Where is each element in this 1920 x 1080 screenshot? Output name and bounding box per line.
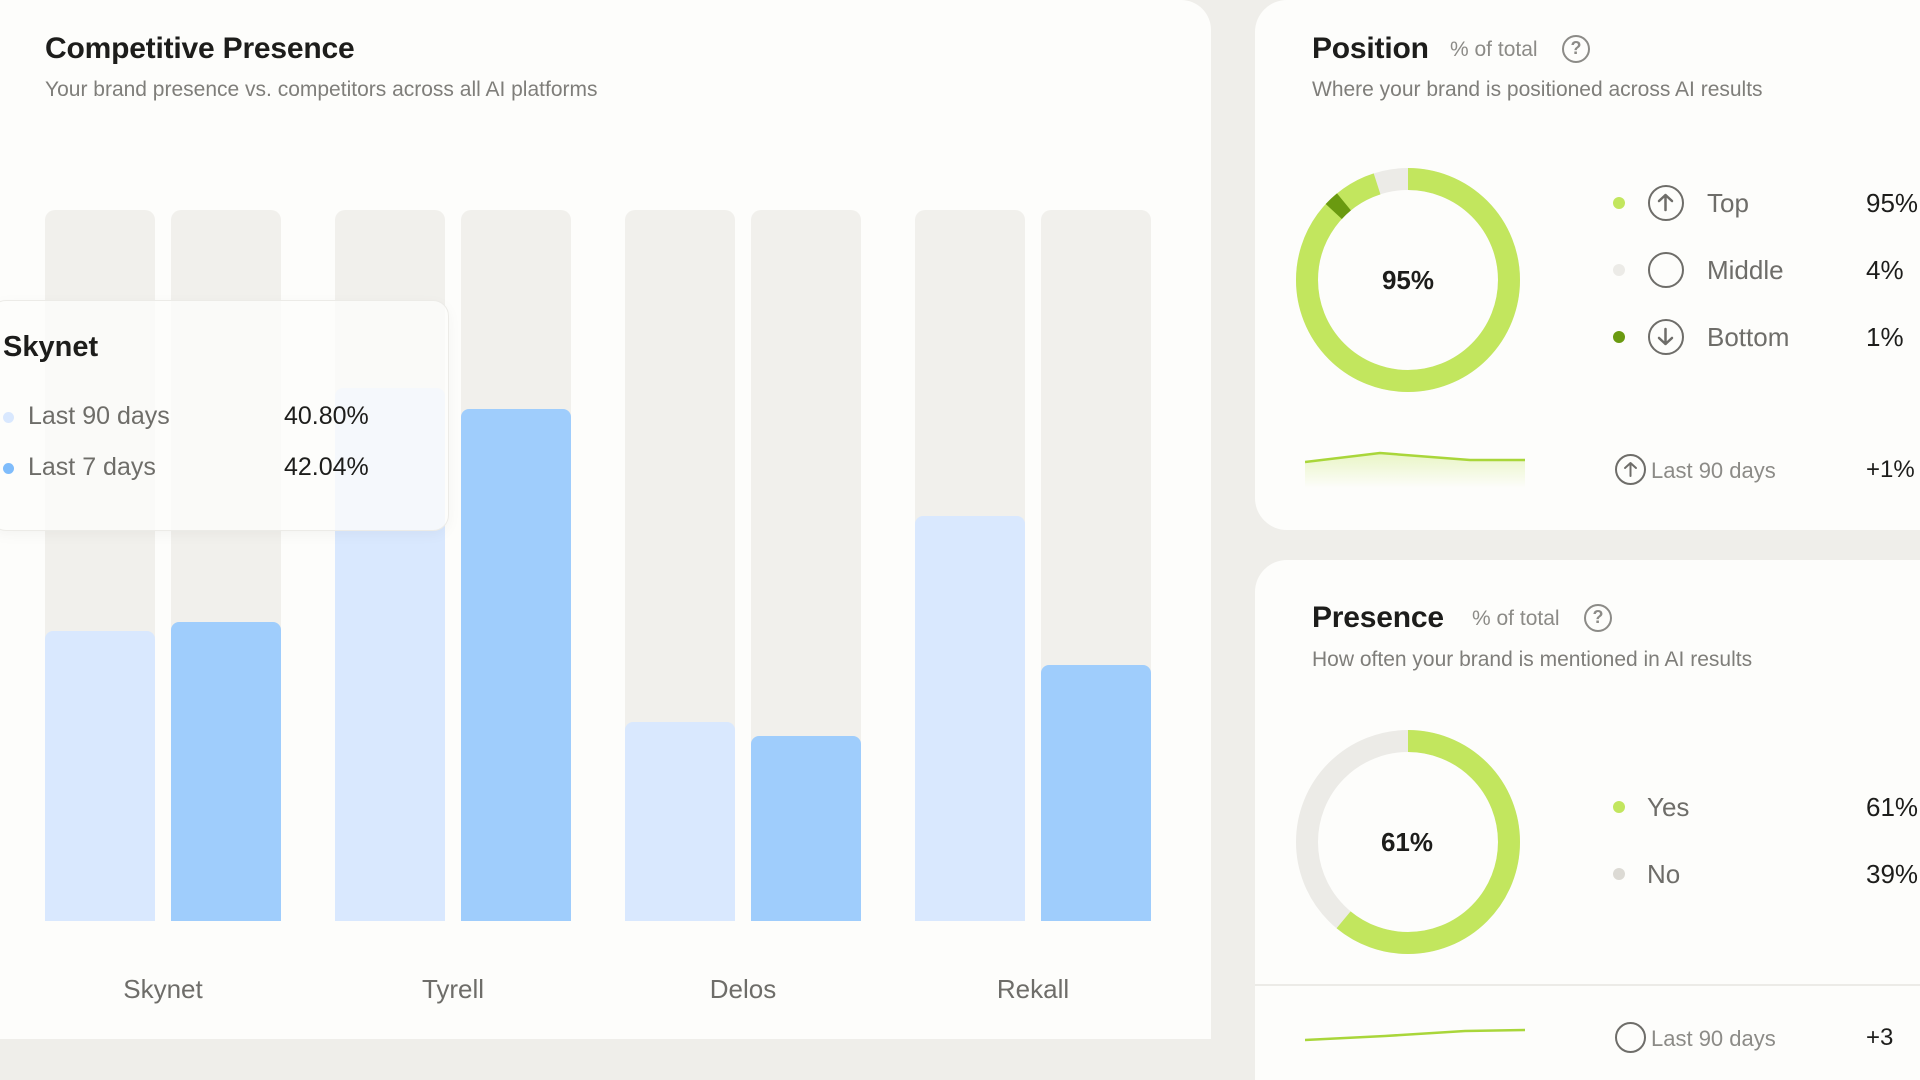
legend-dot-90-days: [3, 411, 14, 423]
presence-trend-value: +3: [1866, 1024, 1894, 1051]
legend-label-bottom: Bottom: [1707, 322, 1790, 352]
legend-label-no: No: [1647, 859, 1681, 889]
legend-dot-no: [1613, 868, 1625, 880]
tooltip-title: Skynet: [3, 331, 99, 363]
bar-skynet-90-days[interactable]: [45, 630, 155, 921]
presence-sparkline: [1305, 1028, 1526, 1042]
legend-dot-top: [1613, 197, 1625, 209]
donut-segment-yes: [1296, 730, 1520, 954]
x-label-tyrell: Tyrell: [421, 974, 485, 1004]
presence-donut-chart: [1296, 730, 1520, 954]
position-subtitle: Where your brand is positioned across AI…: [1312, 78, 1763, 101]
arrow-up-circle-icon: [1615, 454, 1646, 485]
bar-track-rekall-7-days[interactable]: [1041, 210, 1151, 921]
legend-value-bottom: 1%: [1866, 322, 1904, 352]
position-card: Position % of total ? Where your brand i…: [1255, 0, 1920, 530]
position-sparkline: [1305, 451, 1525, 488]
chart-tooltip: Skynet Last 90 days 40.80% Last 7 days 4…: [0, 300, 449, 531]
position-donut-chart: [1296, 168, 1520, 392]
bar-track-tyrell-7-days[interactable]: [461, 210, 571, 921]
tooltip-value-90-days: 40.80%: [284, 402, 369, 430]
legend-value-yes: 61%: [1866, 792, 1919, 822]
x-label-skynet: Skynet: [123, 974, 203, 1004]
legend-label-middle: Middle: [1707, 255, 1784, 285]
legend-value-top: 95%: [1866, 188, 1919, 218]
donut-segment-top: [1296, 168, 1520, 392]
competitive-presence-subtitle: Your brand presence vs. competitors acro…: [45, 78, 598, 101]
legend-value-middle: 4%: [1866, 255, 1904, 285]
x-label-rekall: Rekall: [996, 974, 1070, 1004]
legend-dot-yes: [1613, 801, 1625, 813]
competitive-presence-card: Competitive Presence Your brand presence…: [0, 0, 1211, 1039]
presence-card: Presence % of total ? How often your bra…: [1255, 560, 1920, 1080]
tooltip-row-90-days: Last 90 days: [3, 402, 170, 431]
bar-track-rekall-90-days[interactable]: [915, 210, 1025, 921]
presence-title: Presence: [1312, 601, 1444, 634]
x-label-delos: Delos: [709, 974, 777, 1004]
competitive-presence-title: Competitive Presence: [45, 32, 355, 65]
bar-rekall-7-days[interactable]: [1041, 665, 1151, 921]
position-trend-value: +1%: [1866, 456, 1915, 483]
position-title: Position: [1312, 32, 1429, 65]
empty-circle-icon: [1648, 252, 1684, 288]
legend-label-top: Top: [1707, 188, 1749, 218]
bar-track-delos-7-days[interactable]: [751, 210, 861, 921]
legend-value-no: 39%: [1866, 859, 1919, 889]
presence-meta: % of total: [1472, 607, 1560, 630]
bar-skynet-7-days[interactable]: [171, 622, 281, 921]
position-center-value: 95%: [1381, 265, 1435, 295]
divider: [1255, 984, 1920, 986]
bar-rekall-90-days[interactable]: [915, 515, 1025, 921]
tooltip-label-7-days: Last 7 days: [28, 453, 156, 481]
arrow-up-circle-icon: [1648, 185, 1684, 221]
bar-track-delos-90-days[interactable]: [625, 210, 735, 921]
tooltip-row-7-days: Last 7 days: [3, 453, 156, 482]
bar-tyrell-7-days[interactable]: [461, 409, 571, 921]
presence-trend-label: Last 90 days: [1651, 1026, 1776, 1051]
presence-center-value: 61%: [1380, 827, 1434, 857]
presence-subtitle: How often your brand is mentioned in AI …: [1312, 648, 1753, 671]
help-icon[interactable]: ?: [1562, 35, 1590, 63]
legend-dot-7-days: [3, 462, 14, 474]
tooltip-label-90-days: Last 90 days: [28, 402, 170, 430]
arrow-up-circle-icon: [1615, 1022, 1646, 1053]
bar-delos-90-days[interactable]: [625, 721, 735, 921]
arrow-down-circle-icon: [1648, 319, 1684, 355]
bar-delos-7-days[interactable]: [751, 736, 861, 921]
position-meta: % of total: [1450, 38, 1538, 61]
tooltip-value-7-days: 42.04%: [284, 453, 369, 481]
legend-label-yes: Yes: [1647, 792, 1690, 822]
position-trend-label: Last 90 days: [1651, 458, 1776, 483]
legend-dot-middle: [1613, 264, 1625, 276]
legend-dot-bottom: [1613, 331, 1625, 343]
help-icon[interactable]: ?: [1584, 604, 1612, 632]
